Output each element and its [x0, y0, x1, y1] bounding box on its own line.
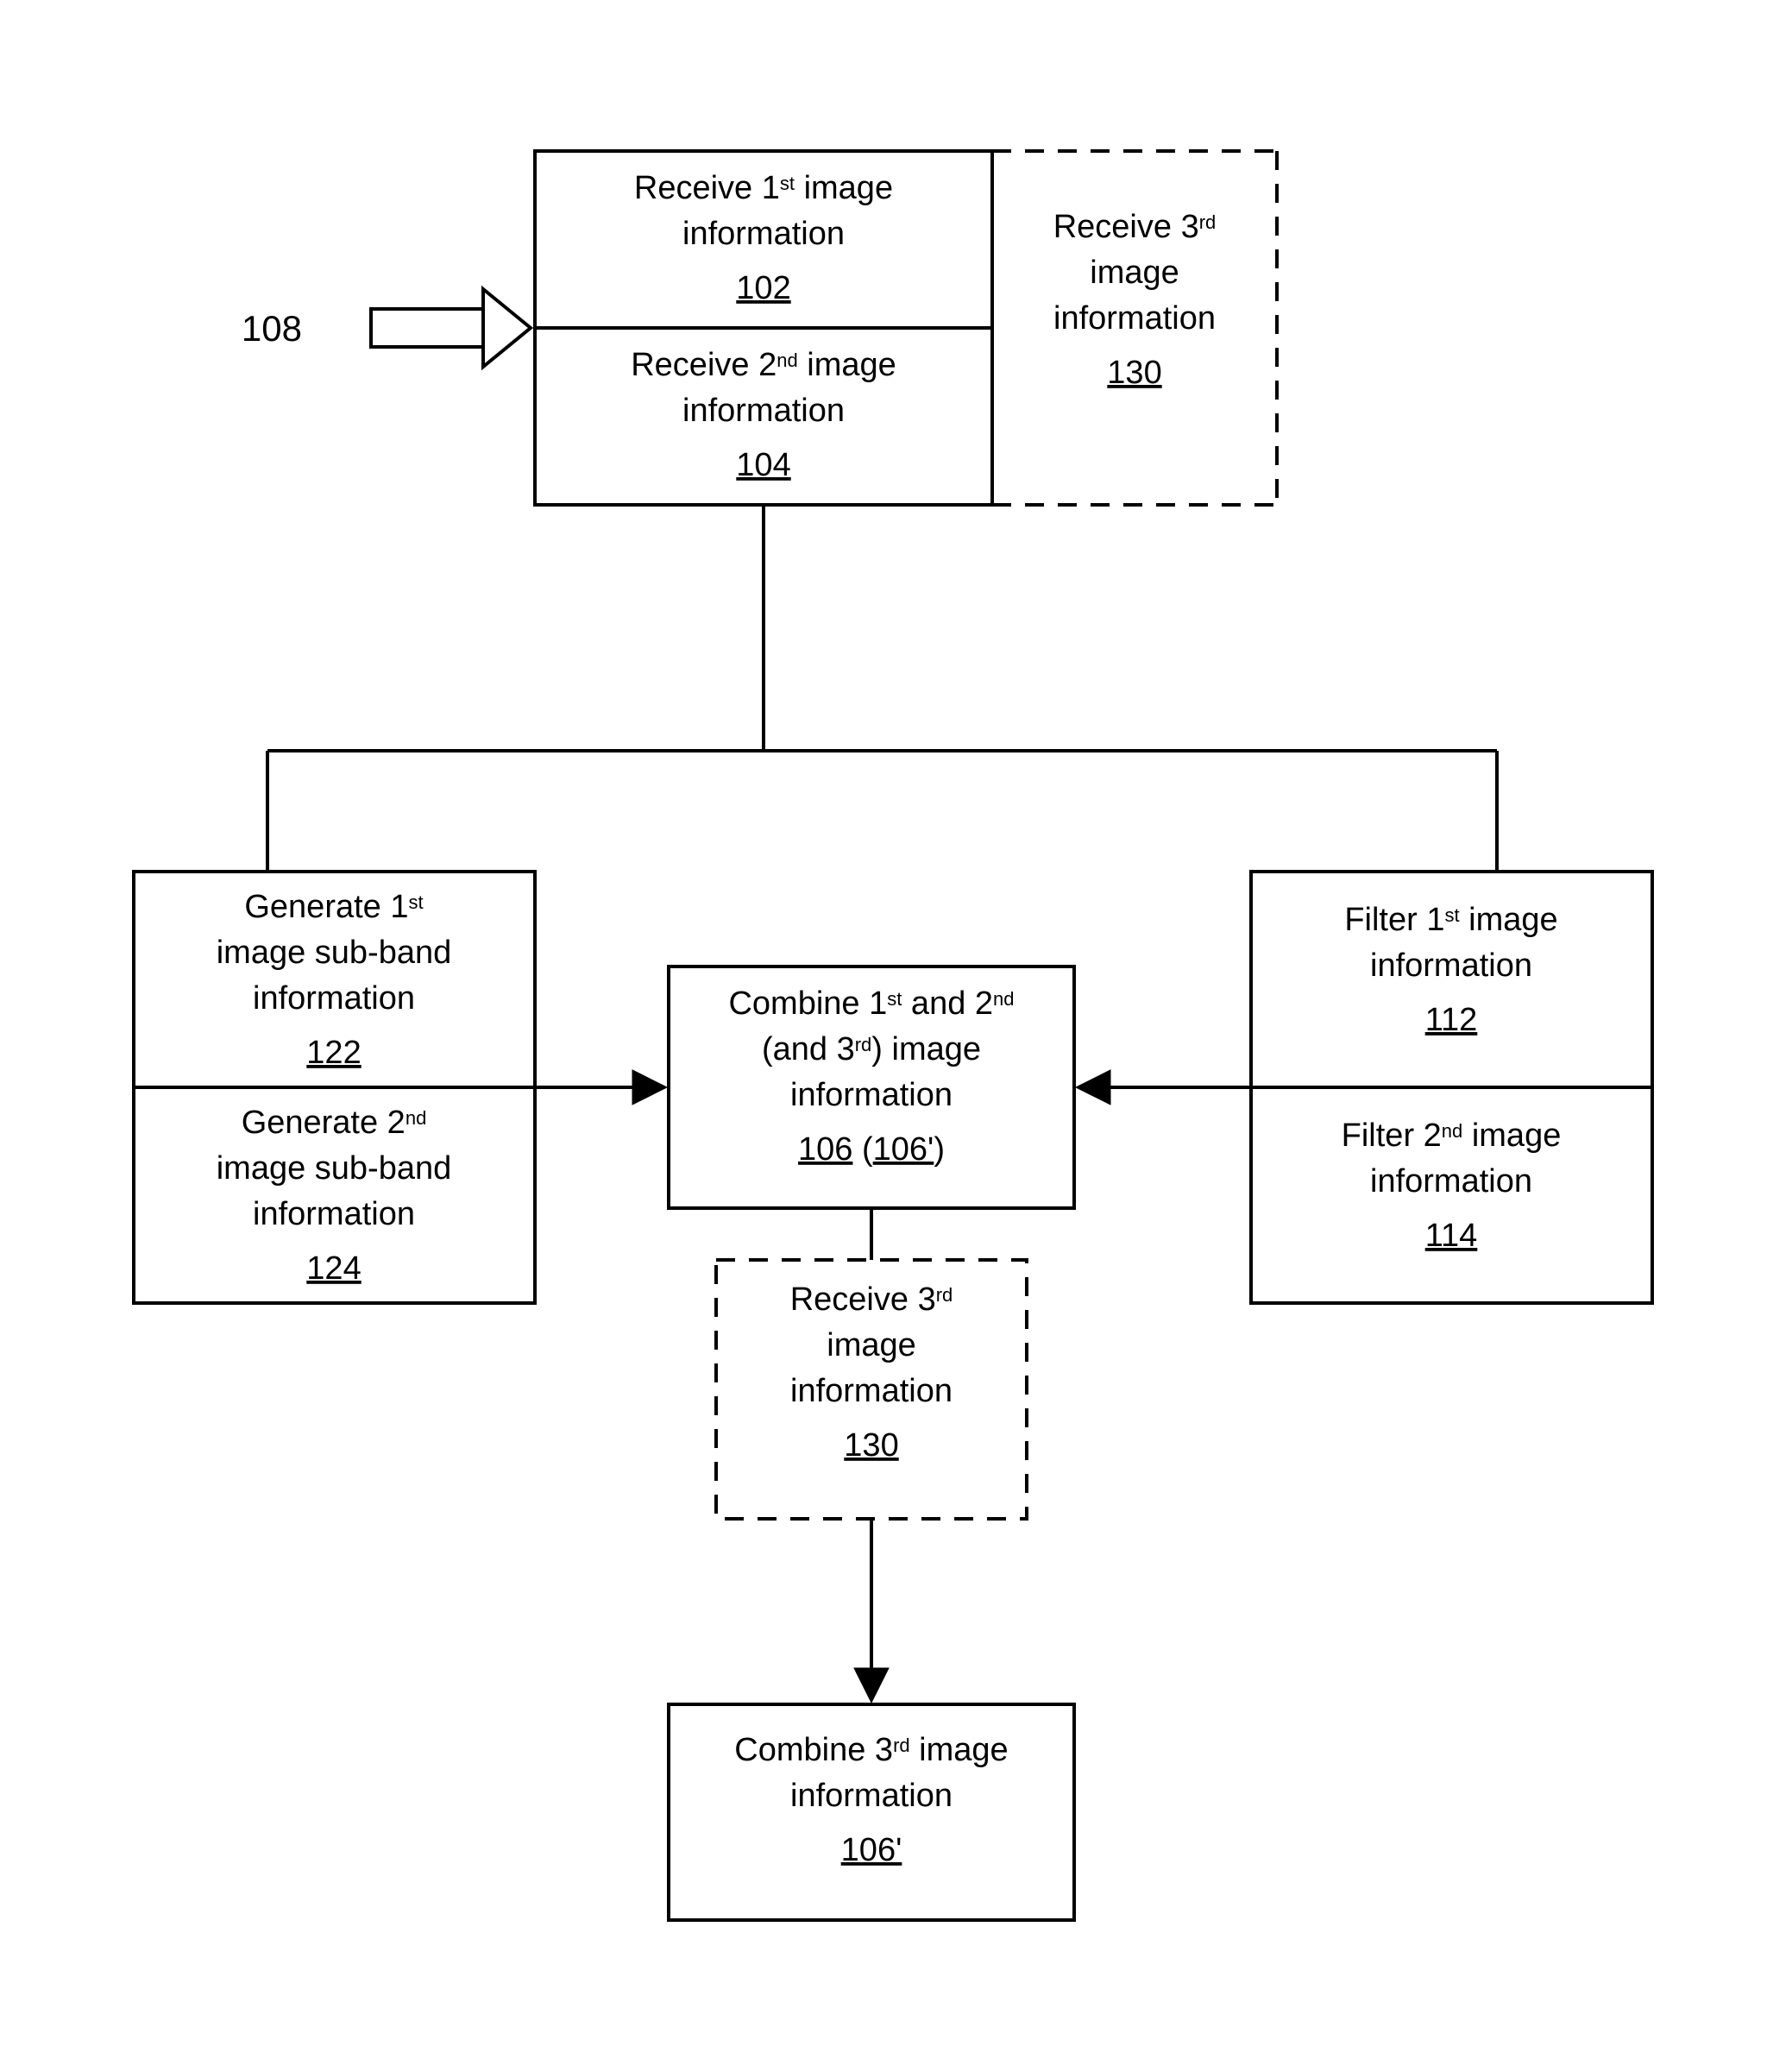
svg-text:106': 106'	[841, 1832, 902, 1868]
svg-text:Generate 2nd: Generate 2nd	[242, 1105, 427, 1141]
svg-text:102: 102	[736, 270, 790, 306]
svg-text:image: image	[827, 1327, 916, 1363]
svg-text:information: information	[253, 980, 415, 1017]
svg-text:130: 130	[844, 1427, 898, 1464]
svg-text:information: information	[790, 1373, 953, 1409]
svg-text:image: image	[1090, 255, 1179, 291]
svg-text:information: information	[682, 393, 845, 429]
svg-text:114: 114	[1425, 1218, 1478, 1254]
svg-text:112: 112	[1425, 1002, 1478, 1038]
svg-text:information: information	[790, 1077, 953, 1113]
svg-text:information: information	[682, 216, 845, 252]
svg-text:Receive 1st image: Receive 1st image	[634, 170, 893, 206]
svg-text:information: information	[1370, 1163, 1532, 1200]
svg-text:image sub-band: image sub-band	[217, 1150, 452, 1187]
svg-text:information: information	[1053, 300, 1216, 337]
svg-text:(and 3rd) image: (and 3rd) image	[762, 1031, 981, 1067]
svg-text:Combine 1st and 2nd: Combine 1st and 2nd	[728, 985, 1014, 1022]
svg-text:information: information	[253, 1196, 415, 1232]
svg-text:information: information	[790, 1778, 953, 1814]
svg-text:Receive 2nd image: Receive 2nd image	[631, 347, 896, 383]
svg-text:Combine 3rd image: Combine 3rd image	[734, 1732, 1008, 1768]
svg-text:106 (106'): 106 (106')	[798, 1131, 945, 1168]
svg-text:Receive 3rd: Receive 3rd	[1053, 209, 1217, 245]
svg-text:Generate 1st: Generate 1st	[244, 889, 423, 925]
svg-text:image sub-band: image sub-band	[217, 935, 452, 971]
svg-text:Receive 3rd: Receive 3rd	[790, 1281, 953, 1318]
svg-text:104: 104	[736, 447, 790, 483]
svg-text:information: information	[1370, 948, 1532, 984]
svg-text:108: 108	[242, 308, 302, 349]
svg-text:124: 124	[306, 1250, 361, 1287]
svg-text:130: 130	[1107, 355, 1161, 391]
svg-text:122: 122	[306, 1035, 361, 1071]
